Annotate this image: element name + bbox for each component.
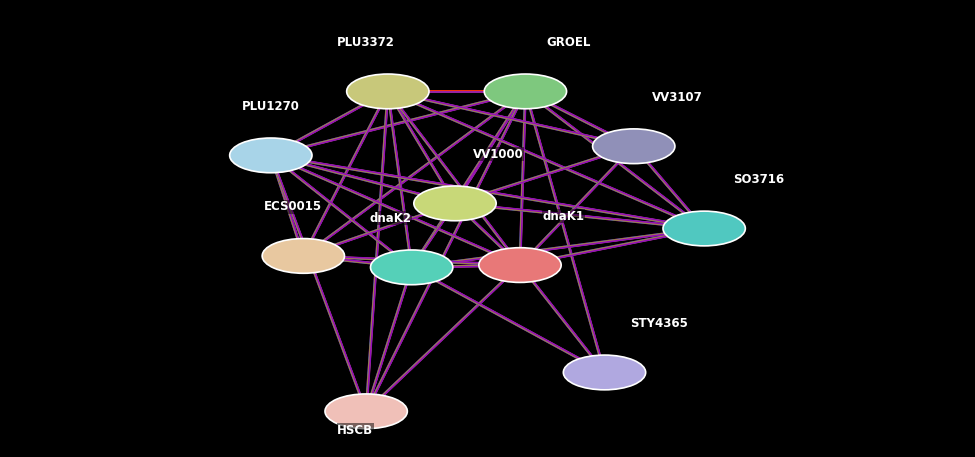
Text: dnaK2: dnaK2 xyxy=(369,212,411,225)
Circle shape xyxy=(479,248,562,282)
Text: ECS0015: ECS0015 xyxy=(263,201,322,213)
Text: dnaK1: dnaK1 xyxy=(542,210,584,223)
Circle shape xyxy=(370,250,452,285)
Text: HSCB: HSCB xyxy=(337,424,373,436)
Circle shape xyxy=(413,186,496,221)
Circle shape xyxy=(593,129,675,164)
Text: GROEL: GROEL xyxy=(547,36,591,49)
Text: STY4365: STY4365 xyxy=(630,317,687,330)
Circle shape xyxy=(230,138,312,173)
Circle shape xyxy=(262,239,344,273)
Text: VV3107: VV3107 xyxy=(651,91,702,104)
Circle shape xyxy=(347,74,429,109)
Text: PLU1270: PLU1270 xyxy=(242,100,299,113)
Text: SO3716: SO3716 xyxy=(733,173,784,186)
Circle shape xyxy=(325,394,408,429)
Circle shape xyxy=(485,74,566,109)
Circle shape xyxy=(564,355,645,390)
Text: VV1000: VV1000 xyxy=(473,148,524,161)
Circle shape xyxy=(663,211,745,246)
Text: PLU3372: PLU3372 xyxy=(337,36,395,49)
